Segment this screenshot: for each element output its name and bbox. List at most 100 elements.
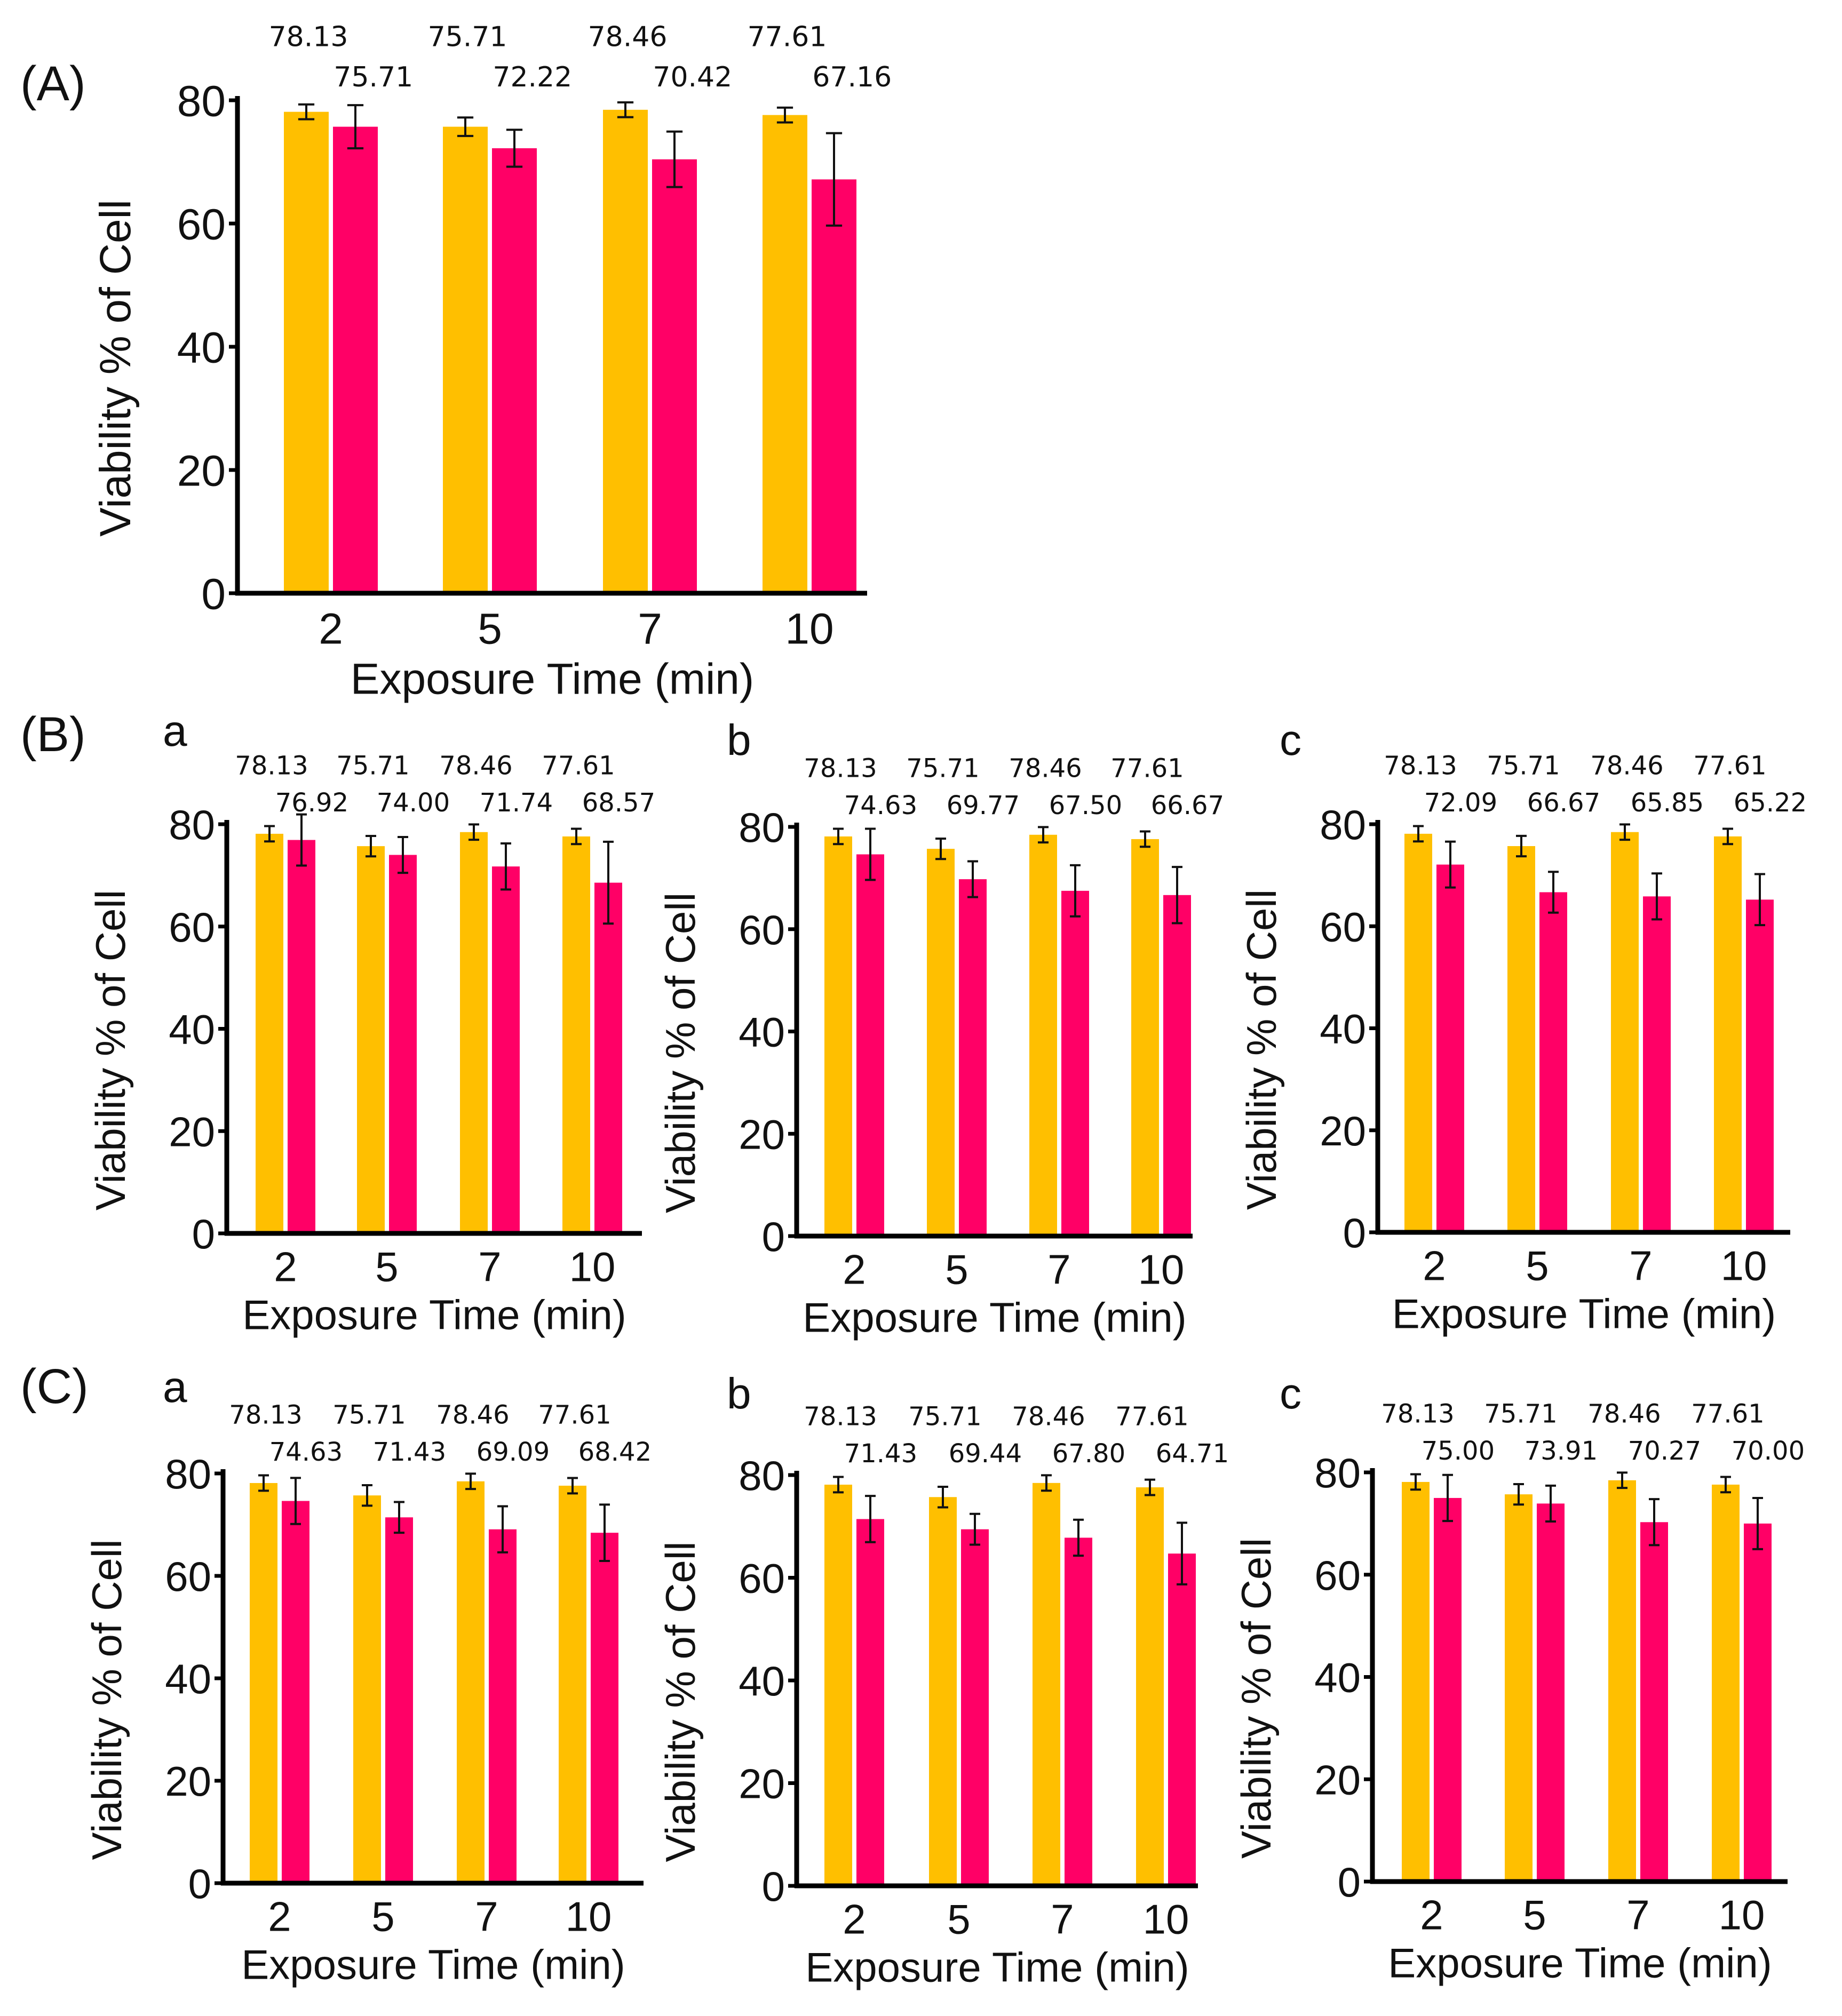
y-tick-label-0: 0: [201, 570, 226, 619]
data-label-series-2-cat-10: 68.57: [582, 788, 655, 818]
y-tick-label-40: 40: [1314, 1654, 1361, 1701]
panel-label-b: (B): [20, 707, 86, 762]
data-label-series-1-cat-7: 78.46: [1009, 753, 1082, 783]
y-tick-label-60: 60: [177, 201, 226, 249]
y-tick-label-80: 80: [739, 1452, 785, 1499]
x-axis-title: Exposure Time (min): [803, 1294, 1187, 1341]
bar-series-1-cat-5: [927, 849, 955, 1236]
x-tick-label-5: 5: [1526, 1242, 1549, 1289]
bar-series-1-cat-2: [824, 836, 852, 1236]
bar-series-1-cat-5: [353, 1495, 381, 1883]
bar-series-2-cat-2: [1434, 1497, 1462, 1882]
bar-series-1-cat-7: [457, 1481, 485, 1883]
subplot-letter: b: [727, 716, 751, 764]
bar-series-2-cat-2: [282, 1501, 309, 1883]
chart-A: 78.13 75.71 2 75.71 72.22 5 78.46 70.42 7 77.61 67…: [91, 21, 892, 704]
data-label-series-2-cat-2: 71.43: [844, 1439, 917, 1469]
y-tick-label-60: 60: [1320, 903, 1366, 950]
x-tick-label-2: 2: [274, 1244, 297, 1290]
data-label-series-2-cat-10: 70.00: [1732, 1436, 1805, 1466]
bar-series-2-cat-2: [856, 1519, 884, 1886]
bar-series-2-cat-5: [385, 1517, 413, 1883]
y-tick-label-40: 40: [1320, 1006, 1366, 1053]
data-label-series-2-cat-7: 67.80: [1052, 1439, 1125, 1469]
bar-series-2-cat-2: [1436, 864, 1464, 1232]
x-axis-title: Exposure Time (min): [351, 655, 754, 704]
bar-series-1-cat-2: [256, 833, 283, 1233]
bar-series-1-cat-7: [1608, 1480, 1636, 1882]
y-tick-label-20: 20: [739, 1760, 785, 1807]
data-label-series-2-cat-7: 69.09: [477, 1437, 550, 1467]
x-axis-title: Exposure Time (min): [1388, 1939, 1772, 1986]
bar-series-1-cat-2: [250, 1483, 277, 1883]
data-label-series-2-cat-5: 74.00: [377, 788, 450, 818]
bar-series-2-cat-10: [591, 1533, 618, 1883]
x-tick-label-10: 10: [569, 1244, 616, 1290]
y-tick-label-80: 80: [1320, 801, 1366, 848]
y-tick-label-40: 40: [177, 324, 226, 372]
bar-series-1-cat-10: [763, 115, 807, 594]
data-label-series-2-cat-7: 70.27: [1628, 1436, 1701, 1466]
data-label-series-1-cat-5: 75.71: [336, 751, 409, 780]
bar-series-1-cat-2: [1402, 1481, 1430, 1882]
bar-series-1-cat-7: [1611, 832, 1639, 1232]
y-tick-label-80: 80: [169, 801, 215, 848]
bar-series-2-cat-2: [856, 854, 884, 1236]
bar-series-1-cat-2: [824, 1484, 852, 1886]
y-tick-label-20: 20: [1320, 1107, 1366, 1154]
x-tick-label-5: 5: [371, 1893, 394, 1940]
y-axis-title: Viability % of Cell: [87, 890, 134, 1210]
data-label-series-2-cat-5: 72.22: [493, 61, 572, 93]
chart-Bc: c 78.13 72.09 2 75.71 66.67 5 78.46 65.85 7 77.61 6…: [1238, 716, 1807, 1337]
x-axis-title: Exposure Time (min): [805, 1943, 1189, 1990]
data-label-series-2-cat-5: 66.67: [1527, 788, 1600, 818]
bar-series-1-cat-5: [929, 1497, 957, 1886]
x-tick-label-2: 2: [268, 1893, 291, 1940]
data-label-series-1-cat-10: 77.61: [1693, 751, 1766, 780]
bar-series-1-cat-10: [562, 836, 590, 1233]
bar-series-2-cat-7: [489, 1529, 517, 1883]
subplot-letter: a: [163, 707, 187, 755]
data-label-series-1-cat-7: 78.46: [1012, 1401, 1085, 1431]
bar-series-2-cat-5: [1537, 1503, 1565, 1882]
y-tick-label-60: 60: [739, 906, 785, 953]
y-tick-label-80: 80: [739, 804, 785, 851]
y-tick-label-40: 40: [169, 1006, 215, 1053]
subplot-letter: a: [163, 1363, 187, 1412]
data-label-series-2-cat-2: 75.71: [334, 61, 413, 93]
x-tick-label-5: 5: [478, 604, 502, 653]
y-axis-title: Viability % of Cell: [657, 893, 704, 1213]
bar-series-2-cat-7: [1640, 1522, 1668, 1882]
data-label-series-2-cat-7: 67.50: [1049, 791, 1122, 820]
y-tick-label-20: 20: [739, 1111, 785, 1158]
y-axis-title: Viability % of Cell: [657, 1541, 704, 1862]
data-label-series-1-cat-5: 75.71: [428, 21, 507, 53]
bar-series-1-cat-10: [1712, 1484, 1740, 1882]
x-tick-label-7: 7: [1051, 1896, 1074, 1943]
bar-series-2-cat-2: [333, 126, 378, 593]
bar-series-2-cat-10: [1746, 899, 1774, 1232]
data-label-series-2-cat-10: 66.67: [1151, 791, 1224, 820]
x-tick-label-5: 5: [947, 1896, 970, 1943]
bar-series-2-cat-5: [1539, 892, 1567, 1232]
data-label-series-2-cat-2: 72.09: [1424, 788, 1497, 818]
data-label-series-2-cat-5: 69.44: [949, 1439, 1022, 1469]
bar-series-1-cat-10: [1714, 836, 1742, 1232]
y-tick-label-0: 0: [192, 1210, 215, 1257]
y-tick-label-0: 0: [1338, 1859, 1361, 1906]
x-tick-label-10: 10: [566, 1893, 612, 1940]
data-label-series-2-cat-2: 76.92: [275, 788, 348, 818]
y-tick-label-0: 0: [1343, 1209, 1366, 1256]
data-label-series-2-cat-2: 74.63: [269, 1437, 343, 1467]
chart-Ca: a 78.13 74.63 2 75.71 71.43 5 78.46 69.09 7 77.61 6…: [83, 1363, 652, 1988]
bar-series-2-cat-10: [1744, 1523, 1772, 1882]
data-label-series-1-cat-10: 77.61: [748, 21, 827, 53]
x-tick-label-7: 7: [638, 604, 662, 653]
data-label-series-2-cat-10: 67.16: [812, 61, 892, 93]
data-label-series-1-cat-2: 78.13: [804, 753, 877, 783]
bar-series-2-cat-5: [389, 855, 417, 1233]
chart-Bb: b 78.13 74.63 2 75.71 69.77 5 78.46 67.50 7 77.61 6…: [657, 716, 1224, 1341]
y-tick-label-20: 20: [169, 1108, 215, 1155]
y-tick-label-0: 0: [762, 1863, 785, 1910]
